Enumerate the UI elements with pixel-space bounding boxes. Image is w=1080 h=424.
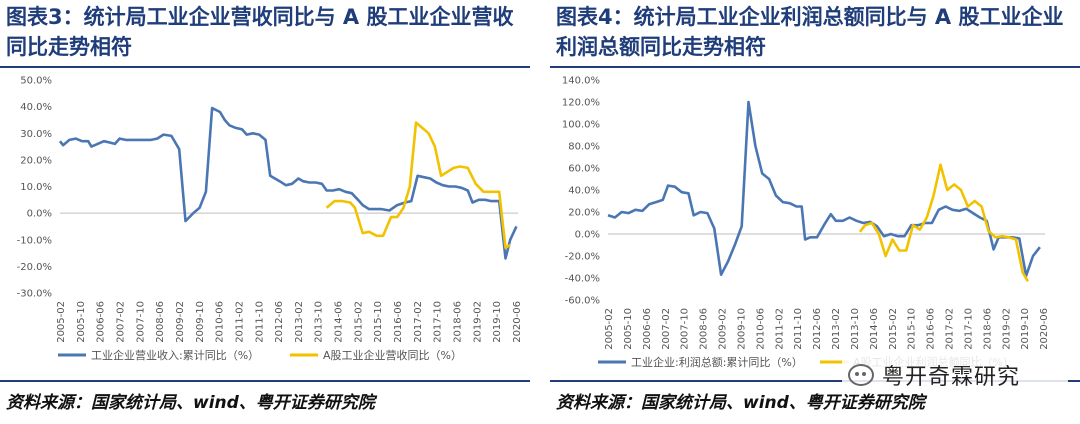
x-tick-label: 2019-10 bbox=[1020, 308, 1031, 350]
y-tick-label: 0.0% bbox=[575, 230, 600, 241]
y-tick-label: 20.0% bbox=[568, 208, 600, 219]
series-line bbox=[607, 100, 1041, 278]
x-tick-label: 2015-10 bbox=[373, 301, 384, 343]
x-tick-label: 2017-02 bbox=[945, 308, 956, 350]
y-tick-label: 80.0% bbox=[568, 142, 600, 153]
title-divider bbox=[0, 66, 530, 68]
legend-label: A股工业企业营收同比（%） bbox=[323, 348, 462, 362]
x-tick-label: 2005-10 bbox=[76, 301, 87, 343]
x-tick-label: 2011-02 bbox=[234, 301, 245, 343]
chart-title: 图表3：统计局工业企业营收同比与 A 股工业企业营收同比走势相符 bbox=[6, 5, 514, 59]
series-line bbox=[325, 121, 511, 249]
y-tick-label: 50.0% bbox=[20, 76, 52, 87]
y-tick-label: 140.0% bbox=[562, 76, 600, 87]
x-tick-label: 2015-10 bbox=[907, 308, 918, 350]
source-divider bbox=[550, 380, 1080, 382]
x-tick-label: 2007-10 bbox=[680, 308, 691, 350]
x-tick-label: 2005-02 bbox=[56, 301, 67, 343]
x-tick-label: 2017-02 bbox=[413, 301, 424, 343]
x-tick-label: 2012-06 bbox=[812, 308, 823, 350]
y-tick-label: 10.0% bbox=[20, 182, 52, 193]
y-tick-label: 40.0% bbox=[568, 186, 600, 197]
x-tick-label: 2010-06 bbox=[755, 308, 766, 350]
x-tick-label: 2019-02 bbox=[1001, 308, 1012, 350]
x-tick-label: 2009-10 bbox=[195, 301, 206, 343]
x-tick-label: 2014-06 bbox=[334, 301, 345, 343]
x-tick-label: 2017-10 bbox=[433, 301, 444, 343]
wechat-icon bbox=[848, 364, 874, 386]
watermark: 粤开奇霖研究 bbox=[842, 357, 1068, 393]
x-tick-label: 2018-06 bbox=[982, 308, 993, 350]
x-tick-label: 2007-10 bbox=[135, 301, 146, 343]
title-divider bbox=[550, 66, 1080, 68]
x-tick-label: 2011-10 bbox=[793, 308, 804, 350]
y-tick-label: 0.0% bbox=[27, 209, 52, 220]
x-tick-label: 2020-06 bbox=[512, 301, 523, 343]
y-tick-label: 40.0% bbox=[20, 102, 52, 113]
series-line bbox=[858, 163, 1030, 282]
x-tick-label: 2016-06 bbox=[393, 301, 404, 343]
x-tick-label: 2019-10 bbox=[492, 301, 503, 343]
y-tick-label: -30.0% bbox=[17, 289, 52, 300]
x-tick-label: 2010-06 bbox=[215, 301, 226, 343]
y-tick-label: 30.0% bbox=[20, 129, 52, 140]
y-tick-label: 100.0% bbox=[562, 120, 600, 131]
y-tick-label: -40.0% bbox=[565, 274, 600, 285]
x-tick-label: 2015-02 bbox=[888, 308, 899, 350]
x-tick-label: 2012-06 bbox=[274, 301, 285, 343]
revenue-chart: -30.0% -20.0% -10.0% 0.0% 10.0% 20.0% 30.0% 40.… bbox=[17, 76, 523, 363]
x-tick-label: 2017-10 bbox=[963, 308, 974, 350]
profit-chart: -60.0% -40.0% -20.0% 0.0% 20.0% 40.0% 60.0% 80.… bbox=[562, 76, 1050, 370]
x-tick-label: 2011-10 bbox=[254, 301, 265, 343]
x-tick-label: 2008-06 bbox=[699, 308, 710, 350]
source-note: 资料来源：国家统计局、wind、粤开证券研究院 bbox=[556, 393, 925, 413]
series-line bbox=[58, 106, 518, 260]
chart-title: 图表4：统计局工业企业利润总额同比与 A 股工业企业利润总额同比走势相符 bbox=[556, 5, 1064, 59]
x-tick-label: 2007-02 bbox=[661, 308, 672, 350]
x-tick-label: 2014-06 bbox=[869, 308, 880, 350]
x-tick-label: 2006-06 bbox=[642, 308, 653, 350]
x-tick-label: 2016-06 bbox=[926, 308, 937, 350]
legend-label: 工业企业营业收入:累计同比（%） bbox=[91, 348, 259, 362]
source-divider bbox=[0, 380, 530, 382]
x-tick-label: 2007-02 bbox=[115, 301, 126, 343]
source-note: 资料来源：国家统计局、wind、粤开证券研究院 bbox=[6, 393, 375, 413]
x-tick-label: 2013-10 bbox=[314, 301, 325, 343]
legend-label: 工业企业:利润总额:累计同比（%） bbox=[631, 355, 803, 369]
x-tick-label: 2018-06 bbox=[453, 301, 464, 343]
left-chart-panel: 图表3：统计局工业企业营收同比与 A 股工业企业营收同比走势相符 -30.0% -… bbox=[0, 0, 530, 424]
x-tick-label: 2009-02 bbox=[718, 308, 729, 350]
y-tick-label: 60.0% bbox=[568, 164, 600, 175]
x-tick-label: 2006-06 bbox=[96, 301, 107, 343]
x-tick-label: 2008-06 bbox=[155, 301, 166, 343]
x-tick-label: 2011-02 bbox=[774, 308, 785, 350]
y-tick-label: -20.0% bbox=[565, 252, 600, 263]
x-tick-label: 2015-02 bbox=[353, 301, 364, 343]
x-tick-label: 2005-10 bbox=[623, 308, 634, 350]
x-tick-label: 2019-02 bbox=[472, 301, 483, 343]
x-tick-label: 2009-02 bbox=[175, 301, 186, 343]
x-tick-label: 2013-02 bbox=[294, 301, 305, 343]
y-tick-label: -10.0% bbox=[17, 235, 52, 246]
x-tick-label: 2005-02 bbox=[604, 308, 615, 350]
watermark-text: 粤开奇霖研究 bbox=[882, 365, 1021, 390]
x-tick-label: 2013-02 bbox=[831, 308, 842, 350]
y-tick-label: -60.0% bbox=[565, 296, 600, 307]
y-tick-label: -20.0% bbox=[17, 262, 52, 273]
x-tick-label: 2009-10 bbox=[736, 308, 747, 350]
x-tick-label: 2020-06 bbox=[1039, 308, 1050, 350]
x-tick-label: 2013-10 bbox=[850, 308, 861, 350]
y-tick-label: 20.0% bbox=[20, 155, 52, 166]
y-tick-label: 120.0% bbox=[562, 98, 600, 109]
